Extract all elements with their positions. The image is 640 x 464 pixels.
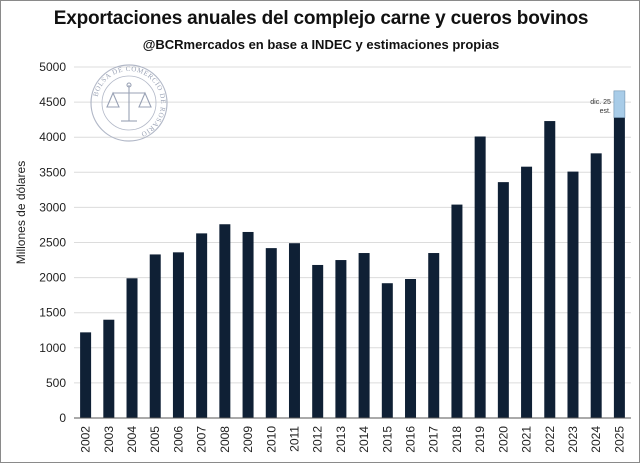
bar-2017 — [428, 253, 440, 418]
y-tick-label: 1500 — [39, 306, 66, 320]
annotation-line-1: dic. 25 — [590, 99, 611, 106]
bar-2006 — [172, 252, 184, 418]
x-tick-label: 2023 — [566, 426, 580, 453]
x-tick-label: 2005 — [148, 426, 162, 453]
y-tick-label: 2000 — [39, 271, 66, 285]
x-tick-label: 2024 — [589, 426, 603, 453]
x-tick-label: 2025 — [612, 426, 626, 453]
scales-icon — [106, 82, 152, 122]
bar-2009 — [242, 231, 254, 418]
y-tick-label: 0 — [59, 411, 66, 425]
bar-2022 — [544, 121, 556, 418]
annotation-line-2: est. — [600, 108, 611, 115]
x-tick-label: 2013 — [334, 426, 348, 453]
y-tick-label: 3000 — [39, 200, 66, 214]
x-tick-label: 2004 — [125, 426, 139, 453]
x-tick-label: 2020 — [496, 426, 510, 453]
y-tick-label: 5000 — [39, 60, 66, 74]
bar-2020 — [497, 182, 509, 418]
bar-2016 — [405, 279, 417, 418]
x-tick-label: 2008 — [218, 426, 232, 453]
x-tick-label: 2012 — [311, 426, 325, 453]
bar-2013 — [335, 260, 347, 418]
bcr-seal-watermark: BOLSA DE COMERCIO DE ROSARIO — [90, 64, 168, 142]
bar-2025-estimate — [613, 90, 626, 118]
y-tick-label: 2500 — [39, 236, 66, 250]
bar-2007 — [196, 233, 208, 418]
x-tick-label: 2015 — [380, 426, 394, 453]
x-tick-label: 2022 — [543, 426, 557, 453]
x-tick-label: 2018 — [450, 426, 464, 453]
x-tick-label: 2006 — [171, 426, 185, 453]
bar-2005 — [149, 254, 161, 418]
y-tick-label: 1000 — [39, 341, 66, 355]
bar-2024 — [590, 153, 602, 418]
bar-2010 — [265, 248, 277, 418]
x-tick-label: 2010 — [264, 426, 278, 453]
x-axis: 2002 2003 2004 2005 2006 2007 2008 2009 2010 2011… — [79, 426, 627, 453]
bar-2023 — [567, 171, 579, 418]
bar-2008 — [219, 224, 231, 418]
y-axis: 0 500 1000 1500 2000 2500 3000 3500 4000 4500 5000 — [39, 60, 66, 425]
bar-2004 — [126, 278, 138, 418]
x-tick-label: 2009 — [241, 426, 255, 453]
bar-2003 — [103, 319, 115, 418]
y-axis-title: Millones de dólares — [14, 161, 28, 264]
bar-2011 — [288, 243, 300, 418]
y-tick-label: 3500 — [39, 165, 66, 179]
bar-2002 — [80, 332, 92, 418]
x-tick-label: 2011 — [287, 426, 301, 452]
bars — [80, 90, 626, 419]
chart-title: Exportaciones anuales del complejo carne… — [53, 8, 589, 29]
bar-2014 — [358, 253, 370, 418]
bar-2019 — [474, 136, 486, 419]
bar-2015 — [381, 283, 393, 418]
y-tick-label: 500 — [46, 376, 66, 390]
estimate-annotation: dic. 25 est. — [590, 99, 611, 115]
bar-2021 — [521, 166, 533, 418]
chart-subtitle: @BCRmercados en base a INDEC y estimacio… — [142, 37, 500, 52]
x-tick-label: 2016 — [404, 426, 418, 453]
bar-2018 — [451, 204, 463, 418]
y-tick-label: 4000 — [39, 130, 66, 144]
x-tick-label: 2007 — [195, 426, 209, 453]
x-tick-label: 2003 — [102, 426, 116, 453]
x-tick-label: 2021 — [520, 426, 534, 453]
x-tick-label: 2017 — [427, 426, 441, 453]
bar-2025 — [613, 117, 625, 418]
x-tick-label: 2019 — [473, 426, 487, 453]
x-tick-label: 2002 — [79, 426, 93, 453]
bar-2012 — [312, 264, 324, 418]
y-tick-label: 4500 — [39, 95, 66, 109]
x-tick-label: 2014 — [357, 426, 371, 453]
